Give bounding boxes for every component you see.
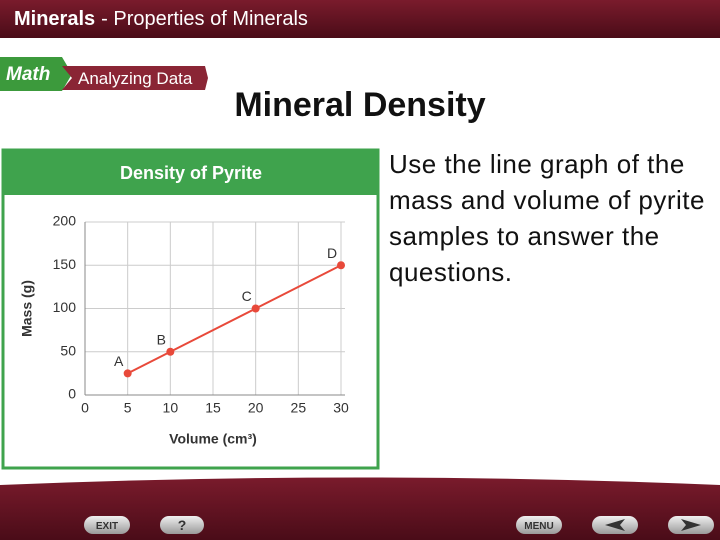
x-axis-label: Volume (cm³): [169, 431, 257, 447]
question-text: Use the line graph of the mass and volum…: [389, 149, 705, 287]
next-arrow[interactable]: [681, 519, 701, 531]
header-rest: - Properties of Minerals: [101, 8, 308, 30]
exit-label[interactable]: EXIT: [96, 521, 118, 532]
data-point: [337, 261, 345, 270]
help-button[interactable]: ?: [160, 516, 204, 534]
y-tick-label: 200: [53, 213, 77, 229]
data-line: [127, 264, 342, 375]
data-point: [251, 304, 260, 313]
analyzing-badge: [62, 66, 208, 90]
chart-header: [3, 150, 378, 195]
x-tick-label: 0: [81, 400, 89, 416]
data-point: [166, 347, 175, 356]
y-tick-label: 100: [53, 299, 77, 315]
next-button[interactable]: [668, 516, 714, 534]
x-tick-label: 5: [124, 400, 132, 416]
menu-button[interactable]: MENU: [516, 516, 562, 534]
prev-arrow[interactable]: [605, 519, 625, 531]
y-tick-label: 50: [60, 342, 76, 358]
y-axis-label: Mass (g): [19, 280, 35, 337]
point-label: C: [242, 288, 252, 304]
y-tick-label: 0: [68, 386, 76, 402]
menu-button-bg[interactable]: [516, 516, 562, 534]
point-label: A: [114, 353, 124, 369]
point-label: B: [157, 331, 166, 347]
menu-label[interactable]: MENU: [524, 521, 553, 532]
x-tick-label: 10: [163, 400, 179, 416]
x-tick-label: 25: [291, 400, 307, 416]
chart-title: Density of Pyrite: [120, 163, 262, 183]
x-tick-label: 20: [248, 400, 264, 416]
header-bold: Minerals: [14, 8, 95, 30]
prev-button[interactable]: [592, 516, 638, 534]
exit-button[interactable]: EXIT: [84, 516, 130, 534]
help-button-bg[interactable]: [160, 516, 204, 534]
point-label: D: [327, 245, 337, 261]
header-title: Minerals - Properties of Minerals: [14, 8, 308, 30]
math-badge: [0, 57, 72, 91]
top-band: [0, 0, 720, 38]
data-point: [123, 369, 132, 378]
help-label[interactable]: ?: [178, 517, 187, 533]
y-tick-label: 150: [53, 256, 77, 272]
x-tick-label: 30: [333, 400, 349, 416]
x-tick-label: 15: [205, 400, 221, 416]
exit-button-bg[interactable]: [84, 516, 130, 534]
math-badge-text: Math: [6, 64, 50, 85]
plot: 0 50 100 150 200 0 5 10 15 20 25 30 Volume (cm³) Mass…: [19, 213, 349, 447]
analyzing-badge-text: Analyzing Data: [78, 69, 193, 88]
slide-title: Mineral Density: [234, 86, 485, 124]
